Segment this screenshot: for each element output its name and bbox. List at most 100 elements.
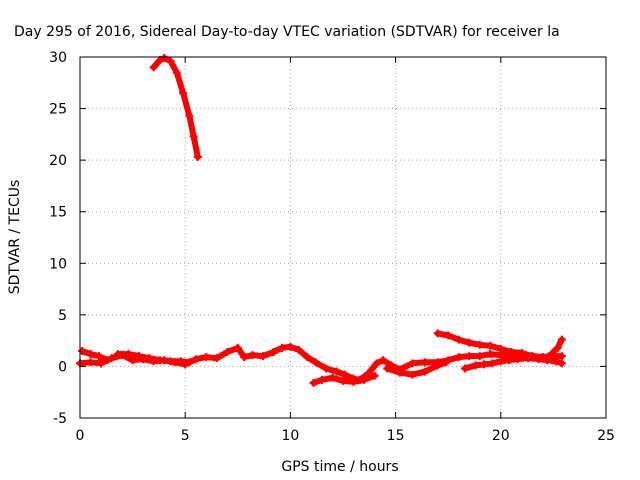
series-5-point-4 (433, 361, 442, 370)
series-4-point-5 (360, 375, 369, 384)
series-1-point-20 (277, 343, 286, 352)
x-tick-label-4: 20 (492, 428, 510, 444)
y-tick-label-4: 15 (49, 205, 67, 221)
series-7-point-8 (534, 355, 543, 364)
series-7-point-0 (461, 364, 470, 373)
series-0-point-4 (172, 68, 181, 77)
series-6-point-8 (517, 349, 526, 358)
series-1-point-2 (97, 359, 106, 368)
series-0-point-5 (179, 89, 188, 98)
plot-border (79, 56, 607, 419)
series-6-point-0 (433, 329, 442, 338)
axes: 0 5 10 15 20 25 -5 0 5 10 15 20 25 30 (49, 50, 615, 444)
series-1-point-31 (372, 359, 381, 368)
series-6-point-5 (486, 341, 495, 350)
series-7-point-10 (551, 357, 560, 366)
series-3-point-2 (134, 352, 143, 361)
series-1-point-21 (286, 342, 295, 351)
series-1-point-42 (486, 350, 495, 359)
series-5-point-0 (383, 364, 392, 373)
series-6-point-1 (444, 331, 453, 340)
series-6-point-6 (496, 344, 505, 353)
series-0-point-3 (166, 57, 175, 66)
series-0 (149, 54, 202, 162)
series-1-point-40 (465, 352, 474, 361)
series-3 (113, 350, 194, 367)
y-tick-label-5: 20 (49, 153, 67, 169)
y-tick-label-0: -5 (53, 411, 67, 427)
series-6-point-3 (465, 338, 474, 347)
x-tick-label-5: 25 (597, 428, 615, 444)
series-1-point-11 (191, 355, 200, 364)
series-4-point-0 (309, 378, 318, 387)
series-0-point-2 (160, 54, 169, 63)
series-3-point-3 (145, 354, 154, 363)
series-1-point-24 (311, 358, 320, 367)
series-1-point-13 (212, 354, 221, 363)
series-6-point-7 (507, 347, 516, 356)
series-1-point-17 (248, 351, 257, 360)
series-4-point-4 (349, 377, 358, 386)
series-6-point-4 (475, 340, 484, 349)
series-1-point-36 (421, 358, 430, 367)
series-2-point-1 (86, 350, 95, 359)
series-layer (76, 54, 566, 387)
y-tick-label-1: 0 (58, 359, 67, 375)
series-3-point-7 (185, 358, 194, 367)
series-3-point-1 (124, 350, 133, 359)
series-2-point-2 (94, 352, 103, 361)
series-7 (461, 354, 566, 373)
series-6-point-13 (557, 335, 566, 344)
series-6-point-12 (553, 343, 562, 352)
series-2-point-0 (78, 346, 87, 355)
series-7-point-4 (496, 357, 505, 366)
series-2-line (79, 348, 111, 364)
series-2 (78, 346, 112, 365)
series-4 (309, 371, 379, 387)
series-1-point-25 (322, 364, 331, 373)
series-1-point-18 (259, 352, 268, 361)
series-1-point-27 (341, 370, 350, 379)
series-7-point-2 (479, 360, 488, 369)
series-7-point-11 (557, 359, 566, 368)
series-0-point-6 (185, 111, 194, 120)
y-axis-label: SDTVAR / TECUs (7, 180, 23, 295)
series-7-point-7 (524, 354, 533, 363)
y-tick-label-3: 10 (49, 256, 67, 272)
x-tick-label-0: 0 (76, 428, 85, 444)
series-1-point-49 (557, 352, 566, 361)
y-tick-label-7: 30 (49, 50, 67, 66)
series-4-point-3 (339, 376, 347, 385)
series-1-point-15 (233, 343, 242, 352)
series-1-point-32 (378, 356, 387, 365)
series-1-point-35 (408, 359, 417, 368)
series-1-point-26 (332, 367, 341, 376)
series-7-point-1 (471, 361, 480, 370)
series-4-point-6 (370, 371, 379, 380)
series-7-point-5 (505, 356, 514, 365)
x-tick-label-1: 5 (181, 428, 190, 444)
series-7-point-3 (488, 359, 497, 368)
series-5-point-1 (395, 368, 404, 377)
series-1-point-22 (294, 345, 303, 354)
series-1-point-1 (86, 358, 95, 367)
y-tick-label-2: 5 (58, 308, 67, 324)
x-tick-label-2: 10 (281, 428, 299, 444)
series-0-point-0 (149, 63, 158, 72)
series-7-point-6 (513, 355, 522, 364)
series-4-point-1 (317, 375, 326, 384)
series-5-point-5 (442, 358, 451, 367)
series-6-point-2 (454, 335, 463, 344)
grid (80, 57, 606, 418)
series-7-point-9 (543, 356, 552, 365)
series-3-point-6 (176, 357, 185, 366)
series-5 (383, 358, 451, 379)
series-1-point-23 (303, 353, 312, 362)
series-2-point-3 (103, 356, 112, 365)
x-tick-label-3: 15 (387, 428, 405, 444)
series-5-point-3 (421, 367, 430, 376)
series-3-point-0 (113, 350, 122, 359)
series-1-point-14 (223, 347, 232, 356)
series-3-point-4 (155, 356, 164, 365)
